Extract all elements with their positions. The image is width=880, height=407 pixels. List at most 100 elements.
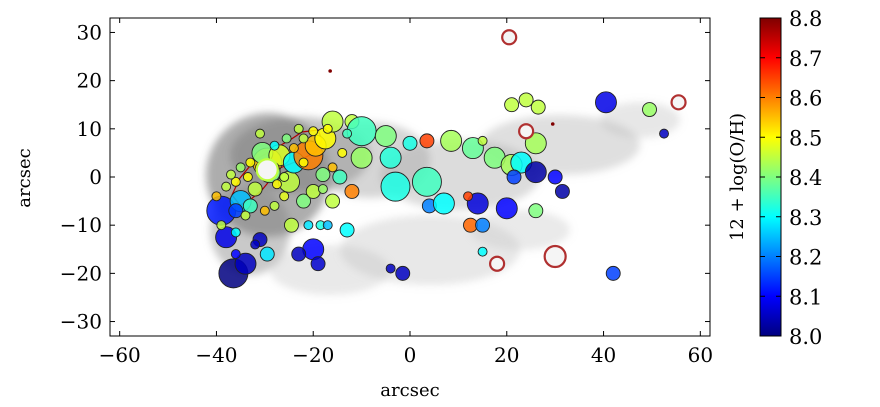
data-point-98 <box>342 128 353 139</box>
x-axis-label: arcsec <box>380 380 439 401</box>
y-tick-label: 10 <box>77 117 102 141</box>
data-point-32 <box>463 191 474 202</box>
colorbar-tick-label: 8.8 <box>789 7 822 31</box>
y-tick-label: −20 <box>60 261 102 285</box>
data-point-103 <box>235 162 246 173</box>
colorbar-tick-label: 8.0 <box>789 325 822 349</box>
data-point-47 <box>554 184 570 199</box>
data-point-28 <box>440 129 463 152</box>
y-tick-label: 20 <box>77 69 102 93</box>
data-point-23 <box>402 135 418 151</box>
x-tick-label: −20 <box>292 343 334 367</box>
data-point-63 <box>228 203 244 219</box>
data-point-57 <box>344 184 360 199</box>
data-point-22 <box>380 171 411 202</box>
data-point-69 <box>279 172 290 182</box>
data-point-27 <box>432 192 455 215</box>
data-point-72 <box>322 123 333 134</box>
data-point-81 <box>269 200 280 211</box>
data-point-41 <box>506 169 522 185</box>
tiny-point-0 <box>328 69 332 73</box>
colorbar-tick-label: 8.6 <box>789 87 822 111</box>
data-point-33 <box>475 217 491 233</box>
data-point-94 <box>230 227 241 238</box>
x-tick-label: −60 <box>99 343 141 367</box>
ring-marker-5 <box>255 158 279 182</box>
data-point-74 <box>221 181 232 192</box>
colorbar-label: 12 + log(O/H) <box>727 113 748 241</box>
colorbar-ticks: 8.8 8.7 8.6 8.5 8.4 8.3 8.2 8.1 8.0 <box>760 7 822 349</box>
data-point-75 <box>255 128 265 139</box>
y-axis-ticks: 30 20 10 0 −10 −20 −30 <box>60 20 710 334</box>
data-point-80 <box>259 205 270 216</box>
data-point-86 <box>281 133 292 144</box>
data-point-95 <box>226 169 236 180</box>
data-point-93 <box>216 220 227 231</box>
data-point-65 <box>305 184 321 199</box>
colorbar-tick-label: 8.1 <box>789 285 822 309</box>
colorbar-tick-label: 8.4 <box>789 166 822 190</box>
data-point-97 <box>230 249 241 260</box>
y-axis-label: arcsec <box>14 148 35 207</box>
data-point-59 <box>291 246 307 262</box>
data-point-82 <box>279 191 290 202</box>
data-point-49 <box>595 91 617 114</box>
ring-marker-2 <box>488 255 506 272</box>
data-point-70 <box>269 140 280 151</box>
data-point-62 <box>242 198 258 214</box>
data-point-24 <box>411 166 442 197</box>
data-point-61 <box>247 181 263 197</box>
data-point-84 <box>308 126 319 137</box>
data-point-89 <box>327 162 338 173</box>
data-point-67 <box>395 265 411 281</box>
data-point-66 <box>315 167 331 183</box>
y-tick-label: −10 <box>60 213 102 237</box>
x-tick-label: 20 <box>494 343 519 367</box>
data-point-102 <box>242 172 253 182</box>
ring-marker-1 <box>518 123 535 140</box>
x-tick-label: 0 <box>404 343 417 367</box>
data-point-73 <box>211 191 222 202</box>
x-axis-ticks: −60 −40 −20 0 20 40 60 <box>99 18 713 367</box>
data-point-50 <box>605 265 621 281</box>
data-point-78 <box>230 176 241 187</box>
colorbar-tick-label: 8.2 <box>789 246 822 270</box>
scatter-points <box>206 29 687 289</box>
data-point-91 <box>322 220 333 231</box>
data-point-99 <box>337 147 348 158</box>
data-point-18 <box>346 116 377 147</box>
data-point-34 <box>477 246 488 257</box>
data-point-77 <box>271 179 282 190</box>
data-point-45 <box>528 203 544 219</box>
data-point-79 <box>240 210 251 221</box>
data-point-35 <box>477 135 488 146</box>
x-tick-label: −40 <box>195 343 237 367</box>
data-point-21 <box>379 146 402 169</box>
y-tick-label: 30 <box>77 20 102 44</box>
y-tick-label: −30 <box>60 310 102 334</box>
data-point-43 <box>524 161 547 184</box>
data-point-44 <box>524 132 547 155</box>
data-point-71 <box>298 133 309 144</box>
data-point-92 <box>303 220 314 231</box>
tiny-point-1 <box>550 122 555 126</box>
data-point-55 <box>332 169 348 185</box>
data-point-37 <box>495 197 518 220</box>
data-point-64 <box>296 193 311 209</box>
x-tick-label: 40 <box>591 343 616 367</box>
data-point-25 <box>419 133 435 149</box>
data-point-83 <box>298 157 309 168</box>
data-point-58 <box>325 193 341 209</box>
data-point-48 <box>547 169 563 185</box>
data-point-39 <box>504 97 520 113</box>
colorbar-tick-label: 8.5 <box>789 126 822 150</box>
data-point-6 <box>259 246 275 262</box>
data-point-76 <box>245 157 256 168</box>
data-point-85 <box>293 123 304 134</box>
colorbar-tick-label: 8.7 <box>789 47 822 71</box>
data-point-46 <box>530 99 546 115</box>
x-tick-label: 60 <box>688 343 713 367</box>
data-point-51 <box>642 102 657 117</box>
data-point-56 <box>339 222 355 238</box>
data-point-3 <box>234 252 257 275</box>
